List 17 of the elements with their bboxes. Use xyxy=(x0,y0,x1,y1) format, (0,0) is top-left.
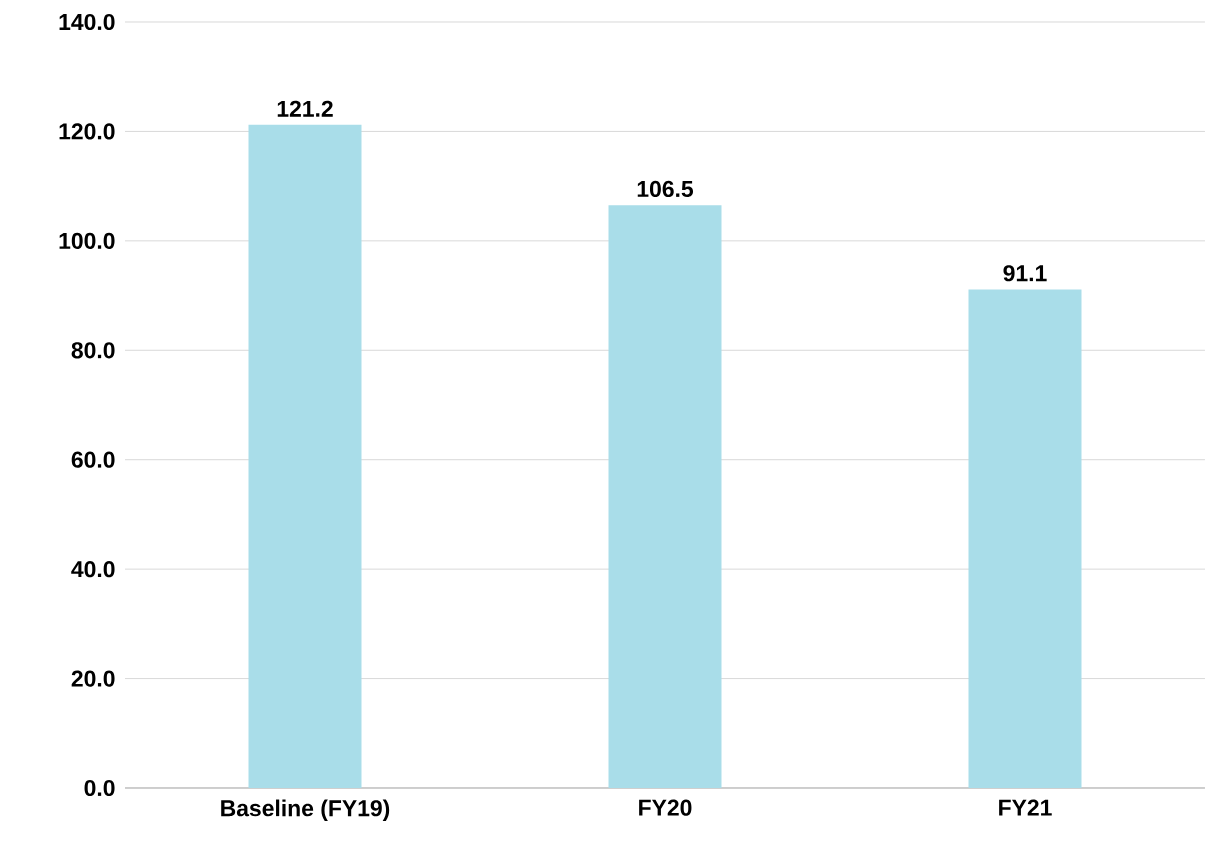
x-tick-label: FY21 xyxy=(999,799,1052,816)
x-tick-label: Baseline (FY19) xyxy=(221,799,390,821)
y-tick-label: 120.0 xyxy=(59,123,115,140)
data-label: 106.5 xyxy=(637,180,694,198)
bar xyxy=(248,124,362,788)
y-tick-label: 80.0 xyxy=(71,342,115,359)
data-label: 91.1 xyxy=(1003,265,1047,282)
x-tick-label: FY20 xyxy=(639,799,692,816)
bar xyxy=(968,289,1082,788)
bar xyxy=(608,205,722,788)
y-tick-label: 0.0 xyxy=(84,779,115,797)
y-tick-label: 140.0 xyxy=(59,13,115,31)
data-label: 121.2 xyxy=(277,100,333,117)
y-tick-label: 60.0 xyxy=(71,451,115,468)
y-tick-label: 20.0 xyxy=(71,670,115,687)
y-tick-label: 100.0 xyxy=(59,232,115,249)
y-tick-label: 40.0 xyxy=(71,561,115,578)
